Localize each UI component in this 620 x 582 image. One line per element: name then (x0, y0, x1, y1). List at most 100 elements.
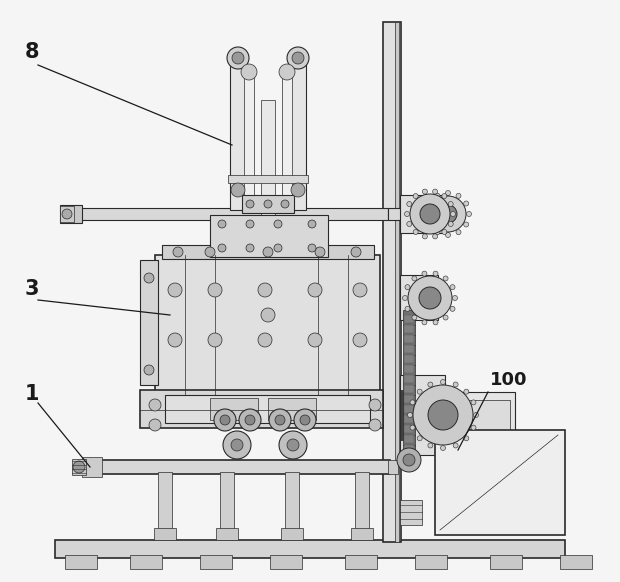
Circle shape (410, 400, 415, 405)
Circle shape (353, 283, 367, 297)
Circle shape (315, 247, 325, 257)
Circle shape (308, 333, 322, 347)
Circle shape (417, 436, 422, 441)
Circle shape (246, 220, 254, 228)
Circle shape (451, 211, 456, 217)
Circle shape (464, 201, 469, 206)
Bar (55, 540, 565, 558)
Circle shape (351, 247, 361, 257)
Bar (404, 435, 414, 443)
Bar (268, 398, 316, 420)
Circle shape (168, 333, 182, 347)
Bar (395, 22, 399, 542)
Bar (404, 375, 414, 383)
Bar (560, 555, 592, 569)
Circle shape (453, 443, 458, 448)
Bar (282, 70, 292, 210)
Circle shape (173, 247, 183, 257)
Bar (140, 390, 383, 428)
Circle shape (446, 190, 451, 196)
Circle shape (73, 461, 85, 473)
Circle shape (214, 409, 236, 431)
Circle shape (433, 320, 438, 325)
Bar (285, 472, 299, 532)
Circle shape (412, 315, 417, 320)
Circle shape (291, 183, 305, 197)
Bar (460, 400, 510, 445)
Bar (351, 528, 373, 540)
Circle shape (443, 315, 448, 320)
Circle shape (279, 431, 307, 459)
Circle shape (422, 271, 427, 276)
Bar (210, 398, 258, 420)
Bar (140, 260, 158, 385)
Circle shape (446, 232, 451, 237)
Circle shape (232, 52, 244, 64)
Bar (165, 395, 370, 423)
Circle shape (427, 201, 432, 206)
Bar (415, 555, 447, 569)
Circle shape (405, 306, 410, 311)
Bar (242, 195, 294, 213)
Circle shape (274, 244, 282, 252)
Circle shape (410, 194, 450, 234)
Circle shape (419, 287, 441, 309)
Circle shape (464, 222, 469, 227)
Circle shape (274, 220, 282, 228)
Circle shape (464, 436, 469, 441)
Circle shape (439, 205, 457, 223)
Circle shape (208, 333, 222, 347)
Circle shape (440, 445, 446, 450)
Circle shape (144, 365, 154, 375)
Bar (130, 555, 162, 569)
Circle shape (404, 211, 409, 217)
Circle shape (433, 271, 438, 276)
Circle shape (420, 204, 440, 224)
Text: 3: 3 (25, 279, 40, 299)
Circle shape (433, 189, 438, 194)
Bar (228, 175, 308, 183)
Circle shape (294, 409, 316, 431)
Bar (60, 205, 82, 223)
Circle shape (422, 320, 427, 325)
Circle shape (422, 189, 427, 194)
Bar (460, 392, 515, 452)
Bar (65, 555, 97, 569)
Bar (158, 472, 172, 532)
Bar (388, 208, 443, 220)
Text: 8: 8 (25, 42, 40, 62)
Bar (244, 70, 254, 210)
Circle shape (279, 64, 295, 80)
Circle shape (353, 333, 367, 347)
Circle shape (231, 439, 243, 451)
Text: 1: 1 (25, 384, 40, 404)
Circle shape (435, 230, 440, 235)
Circle shape (402, 296, 407, 300)
Circle shape (62, 209, 72, 219)
Bar (281, 528, 303, 540)
Bar (210, 215, 328, 257)
Circle shape (405, 285, 410, 290)
Bar (400, 500, 422, 525)
Bar (404, 355, 414, 363)
Circle shape (287, 439, 299, 451)
Circle shape (408, 276, 452, 320)
Circle shape (428, 382, 433, 387)
Circle shape (433, 234, 438, 239)
Circle shape (425, 211, 430, 217)
Circle shape (220, 415, 230, 425)
Circle shape (264, 200, 272, 208)
Circle shape (471, 425, 476, 430)
Circle shape (149, 399, 161, 411)
Circle shape (258, 333, 272, 347)
Circle shape (407, 222, 412, 226)
Circle shape (281, 200, 289, 208)
Bar (388, 460, 398, 474)
Circle shape (149, 419, 161, 431)
Circle shape (241, 64, 257, 80)
Circle shape (231, 183, 245, 197)
Bar (404, 395, 414, 403)
Bar (82, 457, 102, 477)
Bar (154, 528, 176, 540)
Circle shape (448, 222, 453, 226)
